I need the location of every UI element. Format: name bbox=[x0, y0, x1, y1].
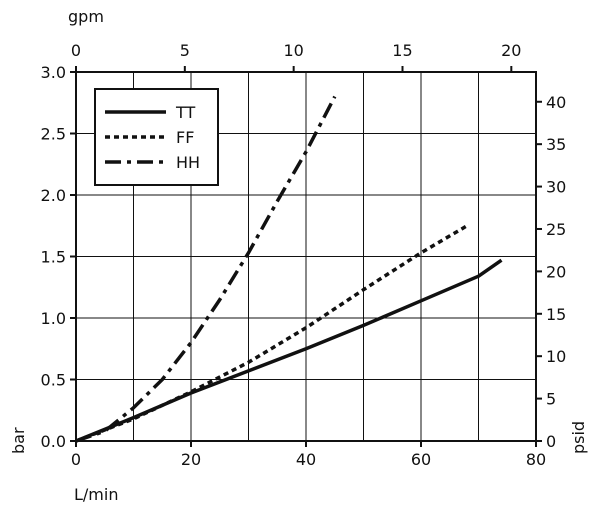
axis-ticks: 0 20 40 60 800 5 10 15 200.00.51.01.52.02.53.005… bbox=[41, 41, 567, 469]
x-tick-label: 0 bbox=[71, 450, 81, 469]
y2-axis-title: psid bbox=[569, 421, 588, 454]
x-tick-label: 20 bbox=[181, 450, 201, 469]
y-tick-label: 1.0 bbox=[41, 309, 66, 328]
y2-tick-label: 40 bbox=[546, 93, 566, 112]
y2-tick-label: 5 bbox=[546, 390, 556, 409]
series-line-tt bbox=[75, 258, 503, 443]
legend: TT FF HH bbox=[94, 88, 219, 186]
x2-tick-label: 5 bbox=[180, 41, 190, 60]
x2-tick-label: 20 bbox=[501, 41, 521, 60]
series-group bbox=[75, 95, 503, 443]
y-tick-label: 2.5 bbox=[41, 125, 66, 144]
y-tick-label: 0.5 bbox=[41, 371, 66, 390]
legend-label-hh: HH bbox=[176, 153, 200, 172]
y-tick-label: 2.0 bbox=[41, 186, 66, 205]
y2-tick-label: 15 bbox=[546, 305, 566, 324]
y-tick-label: 1.5 bbox=[41, 248, 66, 267]
x2-axis-title: gpm bbox=[68, 7, 104, 26]
y-tick-label: 0.0 bbox=[41, 432, 66, 451]
x2-tick-label: 15 bbox=[392, 41, 412, 60]
y2-tick-label: 35 bbox=[546, 135, 566, 154]
x-tick-label: 60 bbox=[411, 450, 431, 469]
x-axis-title: L/min bbox=[74, 485, 118, 504]
y-axis-title: bar bbox=[9, 427, 28, 454]
x-tick-label: 80 bbox=[526, 450, 546, 469]
y-tick-label: 3.0 bbox=[41, 63, 66, 82]
x2-tick-label: 0 bbox=[71, 41, 81, 60]
y2-tick-label: 0 bbox=[546, 432, 556, 451]
legend-label-tt: TT bbox=[175, 103, 195, 122]
y2-tick-label: 30 bbox=[546, 178, 566, 197]
series-line-ff bbox=[75, 224, 468, 443]
x2-tick-label: 10 bbox=[283, 41, 303, 60]
x-tick-label: 40 bbox=[296, 450, 316, 469]
y2-tick-label: 25 bbox=[546, 220, 566, 239]
y2-tick-label: 10 bbox=[546, 347, 566, 366]
y2-tick-label: 20 bbox=[546, 262, 566, 281]
legend-label-ff: FF bbox=[176, 128, 194, 147]
